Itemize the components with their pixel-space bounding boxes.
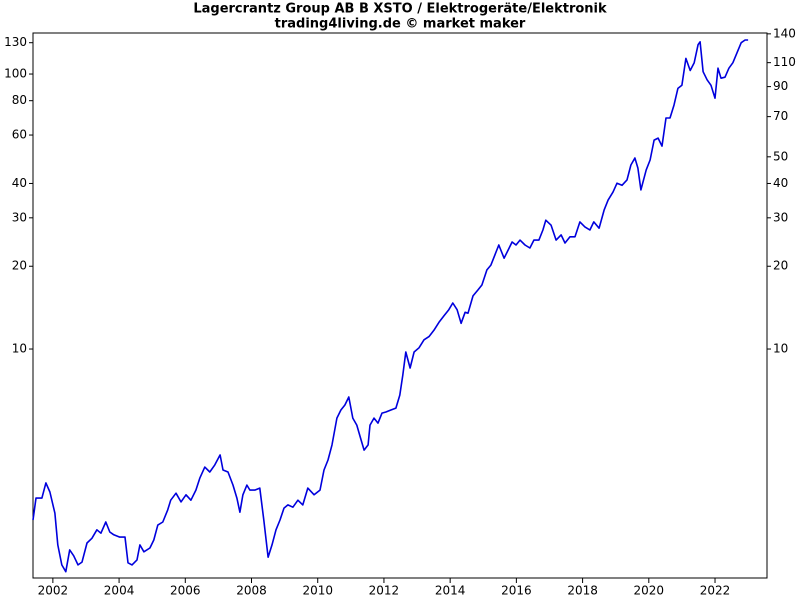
y2-tick-label: 90 [773,79,788,93]
x-tick-label: 2016 [501,584,532,598]
x-tick-label: 2014 [435,584,466,598]
y-tick-label: 20 [12,259,27,273]
x-tick-label: 2002 [38,584,69,598]
y-tick-label: 60 [12,128,27,142]
y-tick-label: 10 [12,342,27,356]
x-tick-label: 2022 [700,584,731,598]
price-line [32,39,749,573]
y-tick-label: 130 [4,35,27,49]
y2-tick-label: 20 [773,259,788,273]
y-tick-label: 40 [12,176,27,190]
x-tick-label: 2006 [170,584,201,598]
chart-title: Lagercrantz Group AB B XSTO / Elektroger… [193,2,607,17]
x-tick-label: 2010 [302,584,333,598]
y2-tick-label: 50 [773,149,788,163]
y2-tick-label: 30 [773,210,788,224]
x-tick-label: 2020 [634,584,665,598]
y2-tick-label: 40 [773,176,788,190]
y2-tick-label: 140 [773,26,796,40]
plot-frame [32,32,768,579]
y-tick-label: 80 [12,93,27,107]
y2-tick-label: 70 [773,109,788,123]
y2-tick-label: 10 [773,342,788,356]
chart-subtitle: trading4living.de © market maker [275,17,526,32]
x-tick-label: 2018 [567,584,598,598]
x-tick-label: 2004 [104,584,135,598]
y-tick-label: 100 [4,67,27,81]
y-tick-label: 30 [12,210,27,224]
x-tick-label: 2008 [236,584,267,598]
y2-tick-label: 110 [773,55,796,69]
x-tick-label: 2012 [369,584,400,598]
